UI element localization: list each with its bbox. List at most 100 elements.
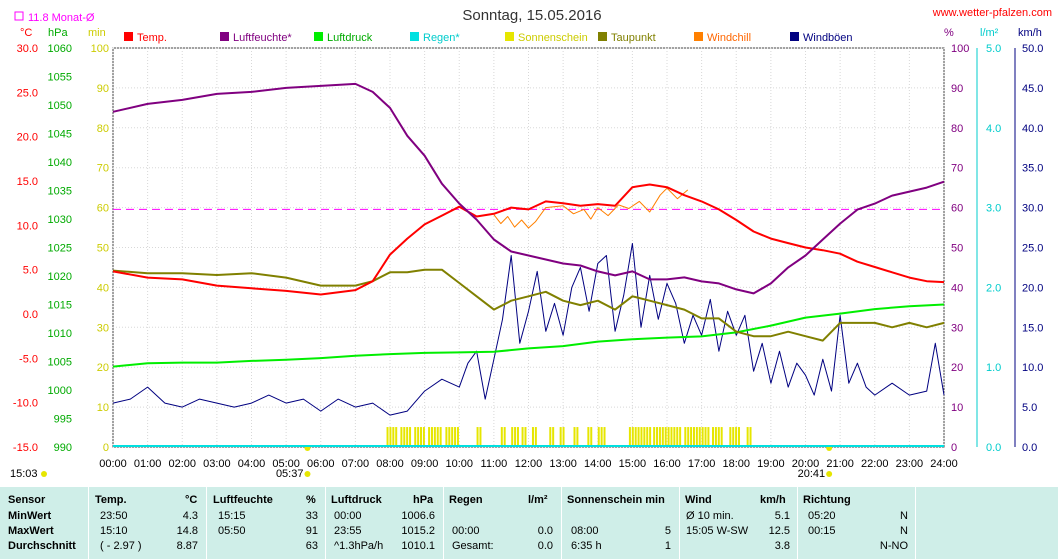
- legend-label: Regen*: [423, 32, 460, 44]
- pressure-tick-label: 1020: [48, 271, 72, 283]
- temp-tick-label: 10.0: [17, 220, 38, 232]
- sunshine-bar: [454, 427, 457, 447]
- temp-axis-unit: °C: [20, 27, 32, 39]
- x-tick-label: 11:00: [481, 458, 508, 470]
- gust-line: [112, 243, 945, 416]
- sunshine-bar: [392, 427, 395, 447]
- sunshine-bar: [534, 427, 537, 447]
- sunshine-bar: [386, 427, 389, 447]
- sun-tick-label: 40: [97, 282, 109, 294]
- legend-swatch: [410, 32, 419, 41]
- sunshine-bar: [524, 427, 527, 447]
- stats-panel: Sensor Temp. °C Luftfeuchte % Luftdruck …: [0, 487, 1058, 559]
- wind-tick-label: 50.0: [1022, 43, 1043, 55]
- stats-header-wind: Wind: [685, 494, 712, 506]
- sunshine-bar: [420, 427, 423, 447]
- sun-axis-unit: min: [88, 27, 106, 39]
- chart-axes: 30.0 25.0 20.0 15.0 10.0 5.0 0.0 -5.0 -10.0 -15.0…: [10, 43, 1043, 480]
- sunshine-bar: [439, 427, 442, 447]
- sunshine-bar: [476, 427, 479, 447]
- sunshine-bar: [684, 427, 687, 447]
- x-tick-label: 09:00: [411, 458, 439, 470]
- legend-label: Luftfeuchte*: [233, 32, 292, 44]
- sunshine-bar: [389, 427, 392, 447]
- sunshine-bar: [634, 427, 637, 447]
- sunshine-bar: [717, 427, 720, 447]
- humidity-tick-label: 30: [951, 322, 963, 334]
- stats-cell-sun-v: 5: [664, 525, 671, 537]
- sun-tick-label: 90: [97, 83, 109, 95]
- temp-tick-label: 15.0: [17, 176, 38, 188]
- legend-swatch: [694, 32, 703, 41]
- pressure-line: [112, 303, 945, 368]
- x-tick-label: 02:00: [168, 458, 196, 470]
- sunshine-bar: [712, 427, 715, 447]
- pressure-tick-label: 995: [54, 414, 72, 426]
- stats-cell-temp-v: 4.3: [182, 510, 198, 522]
- humidity-tick-label: 100: [951, 43, 969, 55]
- humidity-tick-label: 50: [951, 243, 963, 255]
- temp-line: [112, 183, 945, 296]
- x-tick-label: 03:00: [203, 458, 231, 470]
- legend-swatch: [220, 32, 229, 41]
- humidity-tick-label: 90: [951, 83, 963, 95]
- stats-cell-temp-v: 8.87: [176, 540, 198, 552]
- pressure-tick-label: 1055: [48, 72, 72, 84]
- rain-tick-label: 4.0: [986, 123, 1001, 135]
- rain-tick-label: 0.0: [986, 442, 1001, 454]
- legend-swatch: [598, 32, 607, 41]
- sun-icon: [41, 471, 47, 477]
- sunshine-bar: [559, 427, 562, 447]
- sunshine-bar: [737, 427, 740, 447]
- stats-cell-temp-t: 23:50: [100, 510, 128, 522]
- stats-cell-wind-t: 15:05 W-SW: [686, 525, 749, 537]
- x-tick-label: 13:00: [549, 458, 577, 470]
- sunshine-bar: [749, 427, 752, 447]
- rain-tick-label: 3.0: [986, 203, 1001, 215]
- site-link[interactable]: www.wetter-pfalzen.com: [932, 7, 1052, 19]
- stats-cell-label: MinWert: [8, 510, 52, 522]
- wind-tick-label: 40.0: [1022, 123, 1043, 135]
- humidity-tick-label: 20: [951, 362, 963, 374]
- x-tick-label: 00:00: [99, 458, 127, 470]
- sunshine-bar: [690, 427, 693, 447]
- stats-cell-rain-v: 0.0: [537, 525, 553, 537]
- sunshine-bar: [692, 427, 695, 447]
- rain-axis-unit: l/m²: [980, 27, 999, 39]
- sunshine-bar: [687, 427, 690, 447]
- sunshine-bar: [406, 427, 409, 447]
- x-tick-label: 17:00: [688, 458, 716, 470]
- x-tick-label: 07:00: [342, 458, 370, 470]
- sunshine-bar: [637, 427, 640, 447]
- sunshine-bar: [451, 427, 454, 447]
- stats-cell-dir-v: N: [900, 510, 908, 522]
- stats-cell-rain-v: 0.0: [537, 540, 553, 552]
- x-tick-label: 18:00: [722, 458, 750, 470]
- sunshine-bar: [414, 427, 417, 447]
- sunshine-bar: [549, 427, 552, 447]
- sunshine-bar: [516, 427, 519, 447]
- monthly-avg-label: 11.8 Monat-Ø: [28, 12, 95, 24]
- sunshine-bar: [500, 427, 503, 447]
- humidity-line: [112, 82, 945, 295]
- sunshine-bar: [720, 427, 723, 447]
- stats-header-temp-unit: °C: [185, 494, 198, 506]
- sunshine-bar: [746, 427, 749, 447]
- sun-tick-label: 20: [97, 362, 109, 374]
- sunrise-label: 05:37: [276, 468, 304, 480]
- x-tick-label: 15:00: [619, 458, 647, 470]
- sunshine-bar: [640, 427, 643, 447]
- temp-tick-label: -10.0: [13, 398, 38, 410]
- sunshine-bar: [428, 427, 431, 447]
- sunshine-bar: [698, 427, 701, 447]
- pressure-tick-label: 1040: [48, 157, 72, 169]
- stats-cell-sun-t: 6:35 h: [571, 540, 602, 552]
- stats-header-rain-unit: l/m²: [528, 494, 548, 506]
- pressure-tick-label: 1025: [48, 243, 72, 255]
- stats-header-pressure: Luftdruck: [331, 494, 382, 506]
- stats-cell-dir-t: 00:15: [808, 525, 836, 537]
- stats-header-pressure-unit: hPa: [413, 494, 434, 506]
- stats-header-wind-unit: km/h: [760, 494, 786, 506]
- wind-tick-label: 45.0: [1022, 83, 1043, 95]
- x-tick-label: 06:00: [307, 458, 335, 470]
